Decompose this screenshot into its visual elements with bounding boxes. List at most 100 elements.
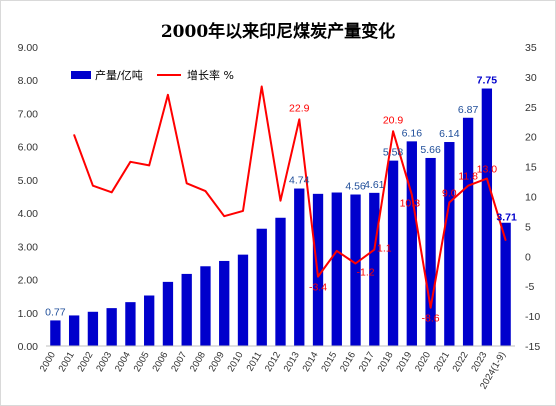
line-point <box>486 177 488 180</box>
bar <box>387 160 399 346</box>
right-tick-label: 0 <box>525 251 531 263</box>
left-tick-label: 9.00 <box>18 42 39 54</box>
bar <box>462 117 474 346</box>
line-point <box>110 191 113 194</box>
x-tick-label: 2020 <box>413 350 433 374</box>
bar-data-labels: 0.77 4.74 4.564.61 5.58 6.16 5.66 6.14 6.87 7.75… <box>45 75 517 319</box>
bar <box>237 254 249 346</box>
bar-value-label: 6.87 <box>458 104 479 116</box>
bar <box>87 311 99 346</box>
legend-entry-growth-rate: 增长率 % <box>187 68 234 82</box>
bar <box>106 308 117 346</box>
line-point <box>373 248 376 251</box>
x-tick-label: 2021 <box>432 350 452 374</box>
line-data-labels: 22.9 -3.4 1.1-1.2 20.9 10.3 -8.6 9.011.813.0 <box>289 102 497 324</box>
bar <box>350 194 361 346</box>
bar-value-label: 4.56 <box>345 181 366 193</box>
bar <box>425 157 436 346</box>
bar <box>275 217 286 346</box>
bar-value-label: 5.58 <box>383 147 404 159</box>
growth-value-label: 10.3 <box>400 198 421 210</box>
x-axis: 2000200120022003200420052006200720082009… <box>38 345 515 391</box>
line-point <box>185 182 188 185</box>
line-point <box>73 134 75 136</box>
right-tick-label: -15 <box>525 341 540 353</box>
x-tick-label: 2002 <box>75 350 95 374</box>
growth-value-label: 11.8 <box>458 171 478 183</box>
x-tick-label: 2019 <box>394 350 414 374</box>
x-tick-label: 2006 <box>150 350 170 374</box>
line-point <box>223 215 226 218</box>
right-tick-label: 25 <box>525 102 537 114</box>
left-axis: 0.00 1.00 2.00 3.00 4.00 5.00 6.00 7.00 8.00 9.00 <box>18 42 39 353</box>
bar <box>369 192 380 346</box>
chart-title: 2000年以来印尼煤炭产量变化 <box>161 21 395 42</box>
line-point <box>317 275 319 278</box>
line-point <box>429 306 432 309</box>
line-point <box>392 130 394 133</box>
bar-value-label: 5.66 <box>420 144 441 156</box>
growth-value-label: -8.6 <box>422 313 440 325</box>
x-tick-label: 2004 <box>113 350 133 374</box>
bar <box>500 222 511 346</box>
bar <box>294 188 305 346</box>
bar-value-label: 3.71 <box>496 212 517 224</box>
line-point <box>504 239 507 241</box>
right-tick-label: 5 <box>525 221 531 233</box>
right-tick-label: 15 <box>525 162 537 174</box>
bar <box>444 142 455 346</box>
bar <box>144 295 155 346</box>
line-point <box>92 184 94 187</box>
x-tick-label: 2010 <box>225 350 245 374</box>
legend-swatch-bar <box>71 71 91 79</box>
line-point <box>467 184 469 187</box>
growth-value-label: 20.9 <box>383 114 404 126</box>
bar <box>256 228 267 346</box>
growth-value-label: 9.0 <box>442 187 457 199</box>
line-series <box>73 85 507 309</box>
line-point <box>335 250 338 252</box>
bar-value-label: 7.75 <box>477 75 498 87</box>
growth-value-label: 1.1 <box>377 243 392 255</box>
left-tick-label: 2.00 <box>18 275 39 287</box>
line-point <box>204 190 207 192</box>
bar-value-label: 6.16 <box>402 127 423 139</box>
bar <box>331 192 342 346</box>
x-tick-label: 2015 <box>319 350 339 374</box>
bar <box>181 273 192 346</box>
line-point <box>354 262 357 265</box>
bar <box>68 315 80 346</box>
x-tick-label: 2016 <box>338 350 358 374</box>
x-tick-label: 2000 <box>38 350 58 374</box>
left-tick-label: 7.00 <box>18 108 39 120</box>
x-tick-label: 2012 <box>263 350 283 374</box>
line-point <box>148 164 150 167</box>
bar-value-label: 4.61 <box>364 179 385 191</box>
growth-value-label: -1.2 <box>356 266 374 278</box>
x-tick-label: 2017 <box>357 350 377 374</box>
right-tick-label: 10 <box>525 192 537 204</box>
left-tick-label: 6.00 <box>18 142 39 154</box>
x-tick-label: 2013 <box>282 350 302 374</box>
legend: 产量/亿吨 增长率 % <box>71 68 234 82</box>
right-tick-label: -5 <box>525 281 534 293</box>
x-tick-label: 2003 <box>94 350 114 374</box>
right-axis: -15 -10 -5 0 5 10 15 20 25 30 35 <box>525 42 540 353</box>
left-tick-label: 4.00 <box>18 208 39 220</box>
left-tick-label: 1.00 <box>18 308 39 320</box>
left-tick-label: 5.00 <box>18 175 39 187</box>
right-tick-label: -10 <box>525 311 540 323</box>
line-point <box>260 85 263 88</box>
right-tick-label: 35 <box>525 42 537 54</box>
x-tick-label: 2011 <box>245 350 265 373</box>
line-point <box>448 201 451 204</box>
line-point <box>242 210 244 212</box>
line-point <box>129 161 132 163</box>
left-tick-label: 3.00 <box>18 241 39 253</box>
bar <box>50 320 61 346</box>
line-point <box>298 118 301 121</box>
legend-entry-production: 产量/亿吨 <box>95 68 143 82</box>
growth-rate-line <box>73 85 507 309</box>
growth-value-label: 22.9 <box>289 102 310 114</box>
